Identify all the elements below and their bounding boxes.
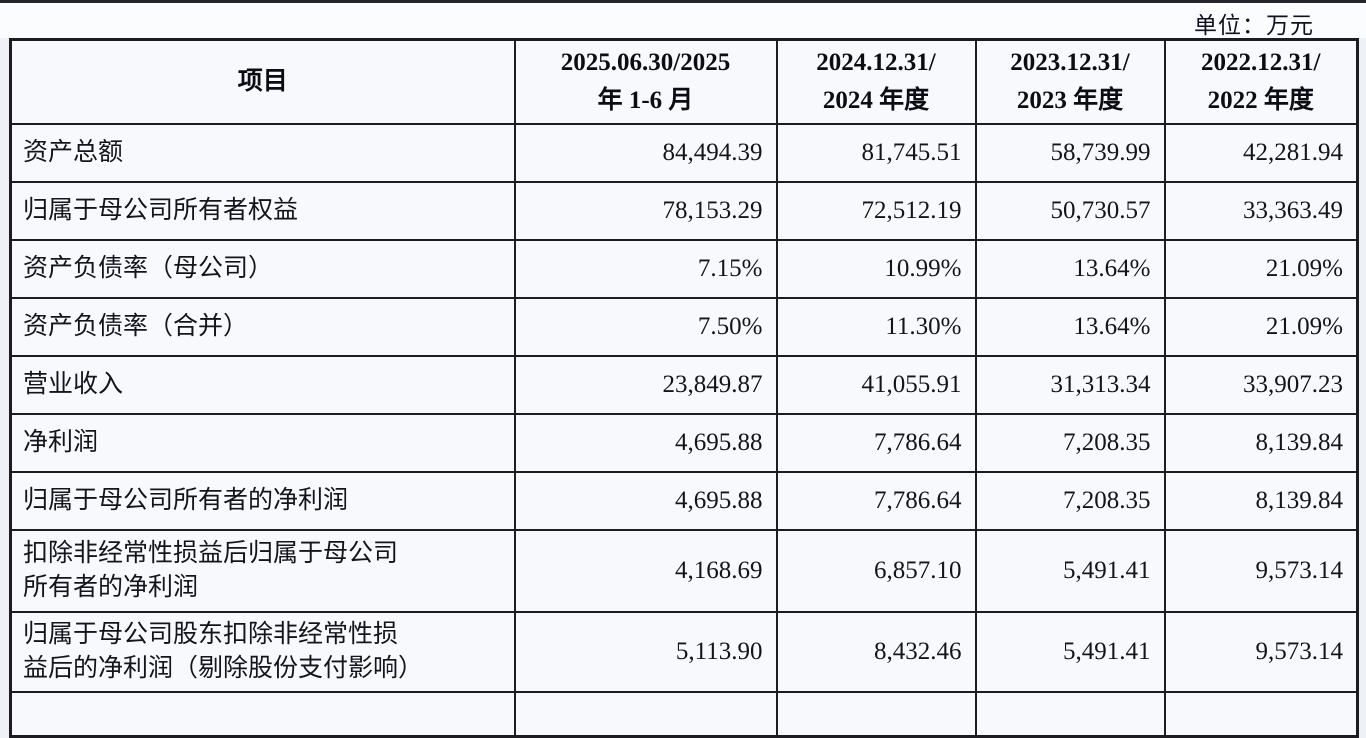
value-cell	[974, 690, 1166, 738]
row-label: 归属于母公司所有者的净利润	[23, 487, 349, 515]
row-label: 营业收入	[23, 371, 124, 399]
value-cell: 31,313.34	[974, 354, 1166, 415]
table-row-net-profit-excl-sharepay: 归属于母公司股东扣除非经常性损益后的净利润（剔除股份支付影响） 5,113.90…	[9, 610, 1359, 693]
value-cell: 9,573.14	[1163, 610, 1359, 693]
value-cell: 5,113.90	[513, 610, 778, 693]
value-cell: 7,208.35	[974, 470, 1166, 531]
value-cell: 23,849.87	[513, 354, 778, 415]
header-item-cell: 项目	[9, 38, 516, 125]
row-label-cell	[9, 690, 516, 738]
top-edge-divider	[0, 0, 1366, 3]
row-label-cell: 归属于母公司所有者的净利润	[9, 470, 516, 531]
value-cell: 42,281.94	[1163, 122, 1359, 183]
value-cell: 11.30%	[775, 296, 977, 357]
value-cell: 33,907.23	[1163, 354, 1359, 415]
value-cell: 7.50%	[513, 296, 778, 357]
header-period-2025-cell: 2025.06.30/2025 年 1-6 月	[513, 38, 778, 125]
row-label-cell: 资产总额	[9, 122, 516, 183]
above-table-band	[0, 3, 1366, 38]
value-cell: 50,730.57	[974, 180, 1166, 241]
table-row-total-assets: 资产总额 84,494.39 81,745.51 58,739.99 42,28…	[9, 122, 1359, 183]
value-cell: 33,363.49	[1163, 180, 1359, 241]
value-cell: 41,055.91	[775, 354, 977, 415]
header-period-2024-cell: 2024.12.31/ 2024 年度	[775, 38, 977, 125]
row-label-cell: 净利润	[9, 412, 516, 473]
row-label: 扣除非经常性损益后归属于母公司所有者的净利润	[23, 539, 399, 601]
value-cell: 81,745.51	[775, 122, 977, 183]
value-cell: 6,857.10	[775, 528, 977, 613]
value-cell: 7,786.64	[775, 470, 977, 531]
value-cell: 7.15%	[513, 238, 778, 299]
value-cell: 78,153.29	[513, 180, 778, 241]
header-period-line2: 2023 年度	[1016, 86, 1124, 114]
table-row-clipped	[9, 690, 1359, 738]
value-cell: 5,491.41	[974, 528, 1166, 613]
value-cell: 8,139.84	[1163, 470, 1359, 531]
value-cell: 4,168.69	[513, 528, 778, 613]
financial-summary-table: 项目 2025.06.30/2025 年 1-6 月 2024.12.31/ 2…	[9, 38, 1359, 738]
row-label: 净利润	[23, 429, 99, 457]
value-cell: 21.09%	[1163, 296, 1359, 357]
table-row-net-profit-parent: 归属于母公司所有者的净利润 4,695.88 7,786.64 7,208.35…	[9, 470, 1359, 531]
value-cell: 10.99%	[775, 238, 977, 299]
value-cell: 72,512.19	[775, 180, 977, 241]
value-cell: 13.64%	[974, 238, 1166, 299]
header-period-line1: 2023.12.31/	[1010, 48, 1130, 76]
header-period-line2: 年 1-6 月	[597, 86, 694, 114]
value-cell: 8,139.84	[1163, 412, 1359, 473]
value-cell: 84,494.39	[513, 122, 778, 183]
value-cell: 4,695.88	[513, 470, 778, 531]
value-cell: 7,786.64	[775, 412, 977, 473]
value-cell: 21.09%	[1163, 238, 1359, 299]
row-label-cell: 资产负债率（母公司）	[9, 238, 516, 299]
value-cell: 58,739.99	[974, 122, 1166, 183]
value-cell: 9,573.14	[1163, 528, 1359, 613]
value-cell: 13.64%	[974, 296, 1166, 357]
row-label-cell: 资产负债率（合并）	[9, 296, 516, 357]
unit-label: 单位：万元	[1194, 13, 1314, 38]
table-row-revenue: 营业收入 23,849.87 41,055.91 31,313.34 33,90…	[9, 354, 1359, 415]
table-header-row: 项目 2025.06.30/2025 年 1-6 月 2024.12.31/ 2…	[9, 38, 1359, 125]
header-period-line1: 2025.06.30/2025	[560, 48, 731, 76]
header-period-2022-cell: 2022.12.31/ 2022 年度	[1163, 38, 1359, 125]
table-row-debt-ratio-consolidated: 资产负债率（合并） 7.50% 11.30% 13.64% 21.09%	[9, 296, 1359, 357]
header-period-line1: 2022.12.31/	[1201, 48, 1321, 76]
value-cell	[775, 690, 977, 738]
table-row-debt-ratio-parent: 资产负债率（母公司） 7.15% 10.99% 13.64% 21.09%	[9, 238, 1359, 299]
row-label: 归属于母公司股东扣除非经常性损益后的净利润（剔除股份支付影响）	[23, 620, 424, 682]
row-label: 资产负债率（母公司）	[23, 255, 274, 283]
table-row-net-profit-excl-nonrecurring: 扣除非经常性损益后归属于母公司所有者的净利润 4,168.69 6,857.10…	[9, 528, 1359, 613]
table-row-parent-equity: 归属于母公司所有者权益 78,153.29 72,512.19 50,730.5…	[9, 180, 1359, 241]
row-label: 归属于母公司所有者权益	[23, 197, 299, 225]
row-label-cell: 归属于母公司所有者权益	[9, 180, 516, 241]
header-period-line2: 2024 年度	[822, 86, 930, 114]
value-cell	[1163, 690, 1359, 738]
value-cell: 7,208.35	[974, 412, 1166, 473]
table-row-net-profit: 净利润 4,695.88 7,786.64 7,208.35 8,139.84	[9, 412, 1359, 473]
value-cell: 5,491.41	[974, 610, 1166, 693]
row-label-cell: 扣除非经常性损益后归属于母公司所有者的净利润	[9, 528, 516, 613]
row-label-cell: 归属于母公司股东扣除非经常性损益后的净利润（剔除股份支付影响）	[9, 610, 516, 693]
header-period-2023-cell: 2023.12.31/ 2023 年度	[974, 38, 1166, 125]
value-cell: 8,432.46	[775, 610, 977, 693]
header-period-line1: 2024.12.31/	[816, 48, 936, 76]
row-label-cell: 营业收入	[9, 354, 516, 415]
value-cell	[513, 690, 778, 738]
header-period-line2: 2022 年度	[1207, 86, 1314, 114]
row-label: 资产总额	[23, 139, 124, 167]
value-cell: 4,695.88	[513, 412, 778, 473]
row-label: 资产负债率（合并）	[23, 313, 249, 341]
